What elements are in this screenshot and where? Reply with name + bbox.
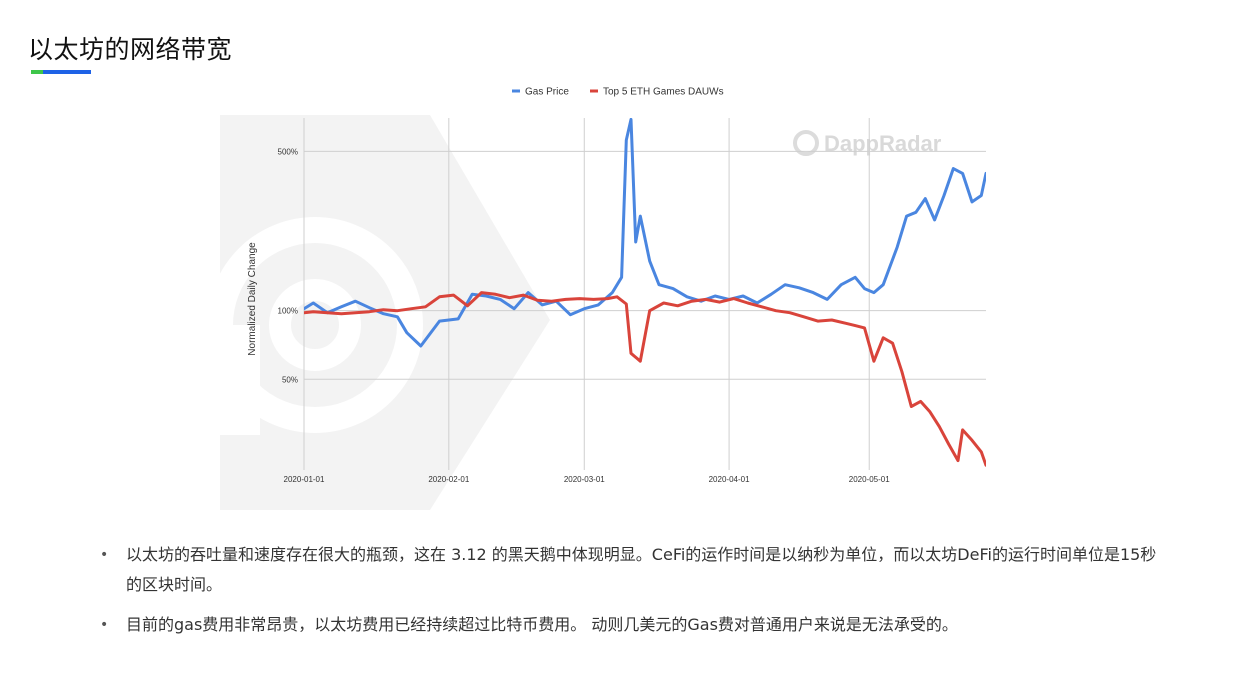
- watermark-logo-icon: [220, 115, 550, 510]
- bullet-item-2: • 目前的gas费用非常昂贵，以太坊费用已经持续超过比特币费用。 动则几美元的G…: [100, 610, 1160, 640]
- y-tick-label: 50%: [282, 375, 298, 384]
- legend-label: Top 5 ETH Games DAUWs: [603, 87, 724, 98]
- watermark-text: DappRadar: [824, 131, 942, 156]
- bullet-list: • 以太坊的吞吐量和速度存在很大的瓶颈，这在 3.12 的黑天鹅中体现明显。Ce…: [100, 540, 1160, 640]
- bullet-item-1: • 以太坊的吞吐量和速度存在很大的瓶颈，这在 3.12 的黑天鹅中体现明显。Ce…: [100, 540, 1160, 600]
- x-tick-label: 2020-05-01: [849, 475, 890, 484]
- bullet-dot-icon: •: [100, 547, 109, 563]
- y-tick-label: 500%: [278, 147, 298, 156]
- dappradar-watermark-icon: [793, 130, 819, 156]
- bullet-text-1: 以太坊的吞吐量和速度存在很大的瓶颈，这在 3.12 的黑天鹅中体现明显。CeFi…: [126, 545, 1157, 594]
- bullet-text-2: 目前的gas费用非常昂贵，以太坊费用已经持续超过比特币费用。 动则几美元的Gas…: [126, 615, 958, 634]
- x-tick-label: 2020-03-01: [564, 475, 605, 484]
- title-underline-green: [31, 70, 43, 74]
- page-title: 以太坊的网络带宽: [28, 35, 233, 64]
- series-line-gas-price: [304, 118, 986, 348]
- series-line-eth-games-dauws: [304, 291, 986, 467]
- bullet-dot-icon: •: [100, 617, 109, 633]
- y-tick-label: 100%: [278, 307, 298, 316]
- x-tick-label: 2020-02-01: [428, 475, 469, 484]
- title-underline: [31, 70, 91, 74]
- legend-label: Gas Price: [525, 87, 569, 98]
- x-tick-label: 2020-04-01: [709, 475, 750, 484]
- y-axis-label: Normalized Daily Change: [247, 242, 258, 356]
- chart-container: DappRadar 50% 100% 500% 2020-01-01 2020-02-01…: [220, 80, 1000, 510]
- x-tick-label: 2020-01-01: [284, 475, 325, 484]
- title-underline-blue: [43, 70, 91, 74]
- line-chart: DappRadar 50% 100% 500% 2020-01-01 2020-02-01…: [220, 87, 986, 510]
